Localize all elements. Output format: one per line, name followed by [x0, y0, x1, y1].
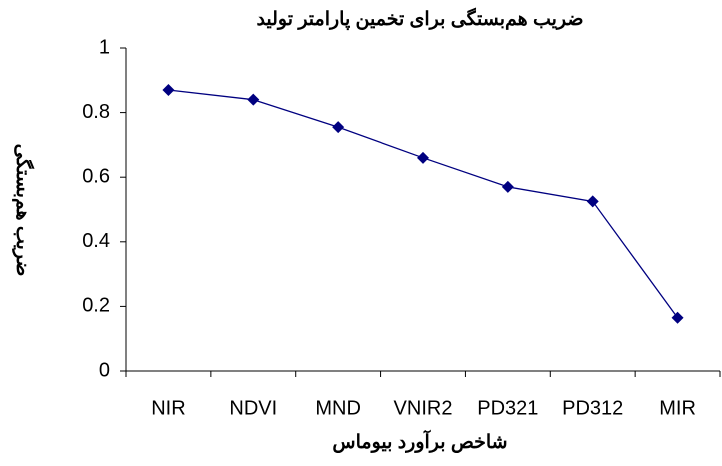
y-tick-label: 0.2	[82, 295, 110, 317]
data-point	[671, 311, 684, 324]
data-point	[332, 121, 345, 134]
y-tick-label: 0.6	[82, 165, 110, 187]
data-point	[501, 180, 514, 193]
data-point	[586, 195, 599, 208]
y-tick-label: 1	[99, 36, 110, 58]
x-tick-label: VNIR2	[394, 397, 453, 419]
y-tick-label: 0.8	[82, 101, 110, 123]
y-axis-label: ضریب هم‌بستگی	[12, 144, 35, 277]
x-tick-label: NDVI	[229, 397, 277, 419]
data-point	[162, 83, 175, 96]
series-line	[168, 89, 679, 319]
y-tick-label: 0	[99, 359, 110, 381]
x-tick-label: PD321	[477, 397, 538, 419]
x-axis-label: شاخص برآورد بیوماس	[332, 429, 507, 453]
x-tick-label: MIR	[659, 397, 696, 419]
data-point	[247, 93, 260, 106]
x-tick-label: MND	[315, 397, 361, 419]
data-point	[417, 151, 429, 164]
x-tick-label: NIR	[151, 397, 185, 419]
y-tick-label: 0.4	[82, 230, 110, 252]
chart-title: ضریب هم‌بستگی برای تخمین پارامتر تولید	[256, 7, 583, 30]
x-tick-label: PD312	[562, 397, 623, 419]
